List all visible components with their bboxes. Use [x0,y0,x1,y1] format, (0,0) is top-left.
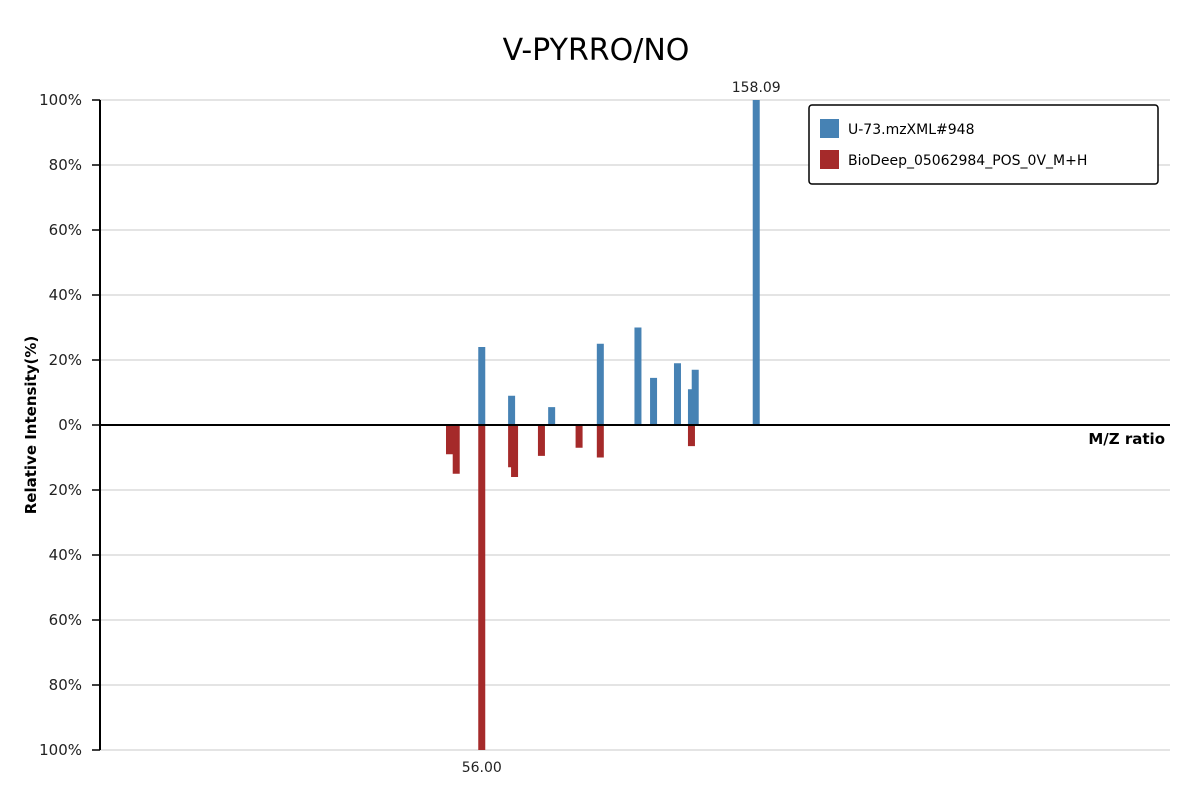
sample-peak-bar [650,377,658,425]
sample-peak-bar [548,407,556,425]
sample-peak-bar [596,343,604,425]
y-tick-label: 40% [49,286,82,304]
y-tick-label: 60% [49,611,82,629]
reference-peak-bar [478,425,486,750]
peak-label: 56.00 [462,760,502,776]
legend: U-73.mzXML#948 BioDeep_05062984_POS_0V_M+… [808,104,1159,185]
sample-peak-bar [752,100,760,425]
legend-swatch [820,119,839,138]
reference-peak-bar [575,425,583,448]
legend-entry: U-73.mzXML#948 [848,122,974,138]
y-tick-label: 20% [49,351,82,369]
y-tick-label: 0% [58,416,82,434]
y-tick-label: 40% [49,546,82,564]
sample-peak-bar [673,363,681,425]
sample-peak-bar [508,395,516,425]
sample-peak-bar [687,389,695,425]
bars [445,100,760,750]
peak-label: 158.09 [732,80,781,96]
y-axis-label: Relative Intensity(%) [22,336,40,515]
sample-peak-bar [634,327,642,425]
y-tick-label: 80% [49,156,82,174]
chart-title: V-PYRRO/NO [503,33,690,68]
axes [99,100,1170,750]
x-axis-label: M/Z ratio [1088,430,1165,448]
y-tick-label: 100% [39,91,82,109]
peak-annotations: 158.09 56.00 [462,80,781,776]
y-tick-label: 60% [49,221,82,239]
legend-box [808,104,1159,185]
legend-swatch [820,150,839,169]
reference-peak-bar [537,425,545,456]
reference-peak-bar [687,425,695,447]
y-tick-label: 100% [39,741,82,759]
reference-peak-bar [511,425,519,477]
legend-entry: BioDeep_05062984_POS_0V_M+H [848,153,1087,169]
sample-peak-bar [478,347,486,425]
reference-peak-bar [596,425,604,458]
y-tick-label: 20% [49,481,82,499]
sample-peak-bar [691,369,699,425]
y-ticks: 100% 80% 60% 40% 20% 0% 20% 40% 60% 80% 100% [39,91,100,759]
reference-peak-bar [452,425,460,474]
y-tick-label: 80% [49,676,82,694]
reference-peak-bar [445,425,453,455]
